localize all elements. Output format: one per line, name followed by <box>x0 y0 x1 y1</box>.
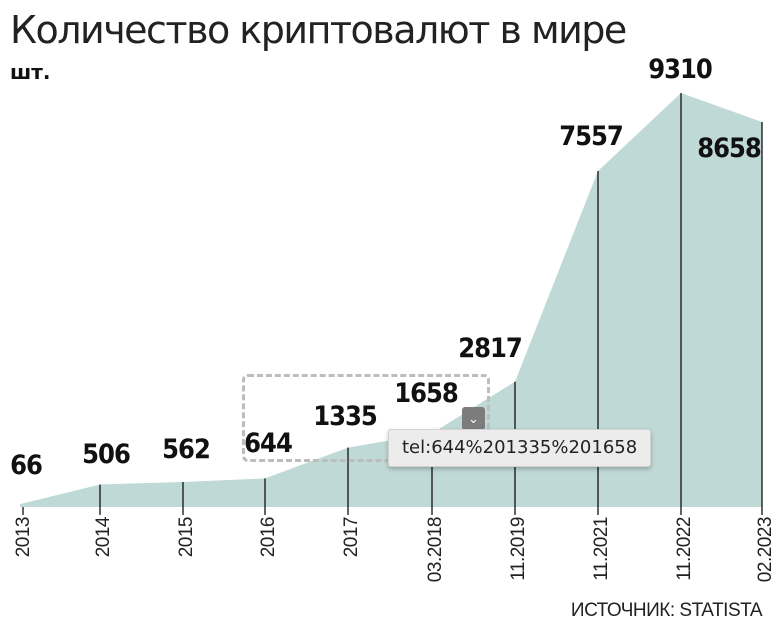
x-tick-label-2017: 2017 <box>341 517 362 557</box>
value-label-2013: 66 <box>10 450 42 481</box>
source-note: ИСТОЧНИК: STATISTA <box>570 600 763 621</box>
value-label-11.2021: 7557 <box>559 121 623 152</box>
value-label-03.2018: 1658 <box>394 378 458 409</box>
x-tick-label-11.2022: 11.2022 <box>674 517 695 581</box>
x-tick-label-2015: 2015 <box>176 517 197 557</box>
x-tick-label-2016: 2016 <box>258 517 279 557</box>
x-tick-label-02.2023: 02.2023 <box>755 517 776 582</box>
x-tick-label-2013: 2013 <box>13 517 34 557</box>
chevron-down-icon[interactable]: ⌄ <box>462 407 485 430</box>
x-tick-label-03.2018: 03.2018 <box>425 517 446 582</box>
unit-label: шт. <box>10 60 51 84</box>
area-fill <box>20 93 762 507</box>
value-label-02.2023: 8658 <box>697 133 761 164</box>
value-label-2014: 506 <box>82 439 130 470</box>
phone-link-tooltip[interactable]: tel:644%201335%201658 <box>388 429 652 467</box>
detected-phone-selection[interactable] <box>242 374 490 462</box>
value-label-2017: 1335 <box>313 401 377 432</box>
value-label-11.2019: 2817 <box>458 333 522 364</box>
chart-title: Количество криптовалют в мире <box>10 8 627 52</box>
x-tick-label-2014: 2014 <box>93 516 114 557</box>
value-label-2015: 562 <box>162 434 210 465</box>
value-label-11.2022: 9310 <box>648 54 712 85</box>
x-tick-label-11.2021: 11.2021 <box>591 517 612 581</box>
value-label-2016: 644 <box>244 428 292 459</box>
x-tick-label-11.2019: 11.2019 <box>508 517 529 581</box>
